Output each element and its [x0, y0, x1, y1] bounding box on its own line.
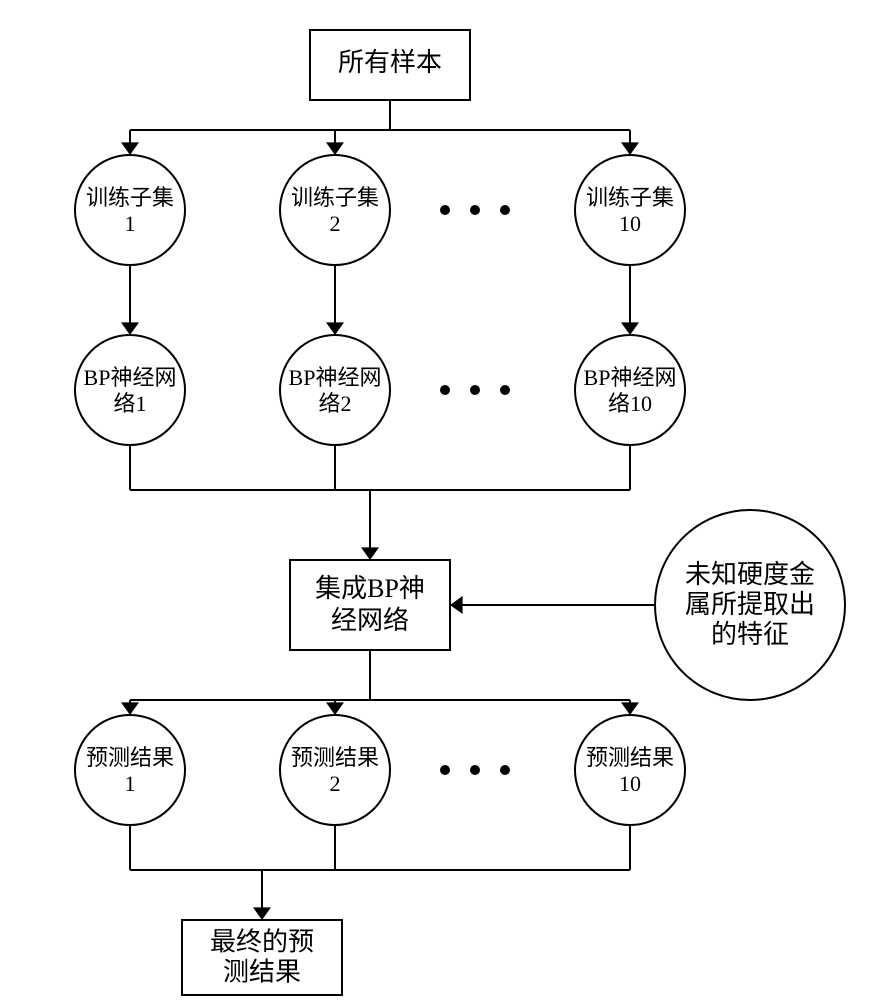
- arrow-head: [621, 702, 639, 715]
- net-num-label: 络2: [318, 391, 351, 416]
- subset-num-label: 10: [619, 211, 641, 236]
- subset-num-label: 2: [330, 211, 341, 236]
- ellipsis-dot: [470, 385, 480, 395]
- arrow-head: [121, 702, 139, 715]
- ellipsis-dot: [500, 385, 510, 395]
- net-prefix-label: BP神经网: [84, 365, 177, 390]
- arrow-head: [326, 142, 344, 155]
- diagram-canvas: 所有样本训练子集1训练子集2训练子集10BP神经网络1BP神经网络2BP神经网络…: [0, 0, 887, 1000]
- net-num-label: 络10: [608, 391, 652, 416]
- result-num-label: 10: [619, 771, 641, 796]
- ellipsis-dot: [440, 205, 450, 215]
- arrow-head: [326, 322, 344, 335]
- ellipsis-dot: [440, 385, 450, 395]
- ellipsis-dot: [440, 765, 450, 775]
- final-label-1: 最终的预: [210, 927, 314, 956]
- result-num-label: 1: [125, 771, 136, 796]
- arrow-head: [450, 596, 463, 614]
- ensemble-label-2: 经网络: [331, 606, 409, 635]
- subset-num-label: 1: [125, 211, 136, 236]
- result-prefix-label: 预测结果: [86, 745, 174, 770]
- features-label-1: 未知硬度金: [685, 560, 815, 589]
- arrow-head: [361, 547, 379, 560]
- arrow-head: [621, 142, 639, 155]
- subset-prefix-label: 训练子集: [586, 185, 674, 210]
- result-num-label: 2: [330, 771, 341, 796]
- net-num-label: 络1: [113, 391, 146, 416]
- samples-label: 所有样本: [338, 48, 442, 77]
- result-prefix-label: 预测结果: [291, 745, 379, 770]
- final-label-2: 测结果: [223, 957, 301, 986]
- subset-prefix-label: 训练子集: [86, 185, 174, 210]
- arrow-head: [253, 907, 271, 920]
- features-label-2: 属所提取出: [685, 590, 815, 619]
- ellipsis-dot: [470, 765, 480, 775]
- arrow-head: [121, 142, 139, 155]
- arrow-head: [326, 702, 344, 715]
- features-label-3: 的特征: [711, 620, 789, 649]
- net-prefix-label: BP神经网: [289, 365, 382, 390]
- subset-prefix-label: 训练子集: [291, 185, 379, 210]
- ellipsis-dot: [500, 765, 510, 775]
- ellipsis-dot: [470, 205, 480, 215]
- result-prefix-label: 预测结果: [586, 745, 674, 770]
- net-prefix-label: BP神经网: [584, 365, 677, 390]
- arrow-head: [121, 322, 139, 335]
- ensemble-label-1: 集成BP神: [315, 574, 425, 603]
- arrow-head: [621, 322, 639, 335]
- ellipsis-dot: [500, 205, 510, 215]
